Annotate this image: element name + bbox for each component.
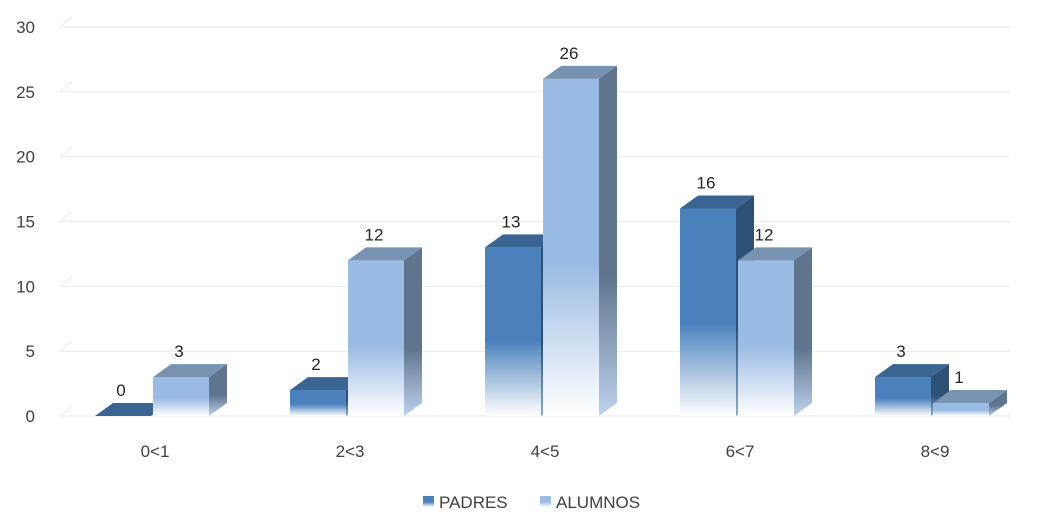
bar-top <box>543 65 617 79</box>
bar-top <box>153 364 227 378</box>
bar-side <box>404 247 422 416</box>
bar-top <box>875 364 949 378</box>
data-label: 16 <box>697 174 716 193</box>
gridline-depth <box>59 81 73 93</box>
y-tick-label: 0 <box>26 407 35 426</box>
y-tick-label: 30 <box>16 18 35 37</box>
legend-label: PADRES <box>439 493 508 512</box>
x-tick-label: 2<3 <box>336 442 365 461</box>
bar-top <box>680 195 754 209</box>
bar-front <box>875 377 931 416</box>
bar-top <box>933 390 1007 404</box>
bar-top <box>485 234 559 248</box>
x-tick-label: 4<5 <box>531 442 560 461</box>
bar-padres-1 <box>290 377 364 416</box>
gridline-depth <box>59 275 73 287</box>
bar-side <box>989 390 1007 416</box>
bar-front <box>153 377 209 416</box>
y-tick-label: 15 <box>16 213 35 232</box>
bar-front <box>348 260 404 416</box>
bar-top <box>95 403 169 416</box>
bars <box>95 65 1007 416</box>
legend-label: ALUMNOS <box>556 493 640 512</box>
bar-padres-0 <box>95 403 169 416</box>
data-label: 2 <box>311 355 320 374</box>
bar-padres-3 <box>680 195 754 416</box>
bar-front <box>933 403 989 416</box>
legend-item-alumnos: ALUMNOS <box>540 493 640 512</box>
gridline-depth <box>59 340 73 352</box>
x-tick-label: 6<7 <box>726 442 755 461</box>
gridline-depth <box>59 16 73 28</box>
bar-front <box>485 247 541 416</box>
legend: PADRES ALUMNOS <box>423 493 640 512</box>
data-label: 1 <box>954 368 963 387</box>
y-tick-label: 10 <box>16 277 35 296</box>
data-label: 12 <box>755 225 774 244</box>
bar-top <box>290 377 364 391</box>
bar-front <box>738 260 794 416</box>
legend-swatch-top <box>423 496 434 502</box>
x-axis: 0<1 2<3 4<5 6<7 8<9 <box>141 442 950 461</box>
y-axis: 0 5 10 15 20 25 30 <box>16 18 35 426</box>
x-tick-label: 8<9 <box>921 442 950 461</box>
gridline-depth <box>59 146 73 158</box>
data-label: 13 <box>502 212 521 231</box>
bar-side <box>209 364 227 416</box>
gridline-depth <box>59 405 73 417</box>
y-tick-label: 20 <box>16 148 35 167</box>
bar-alumnos-0 <box>153 364 227 416</box>
bar-padres-4 <box>875 364 949 416</box>
bar-top <box>348 247 422 261</box>
bar-front <box>290 390 346 416</box>
data-label: 26 <box>560 44 579 63</box>
data-labels: 0 3 2 12 13 26 16 12 3 1 <box>116 44 963 400</box>
bar-top <box>738 247 812 261</box>
bar-side <box>794 247 812 416</box>
data-label: 0 <box>116 381 125 400</box>
bar-front <box>543 78 599 416</box>
bar-alumnos-4 <box>933 390 1007 416</box>
bar-front <box>680 208 736 416</box>
legend-item-padres: PADRES <box>423 493 508 512</box>
y-tick-label: 5 <box>26 342 35 361</box>
y-tick-label: 25 <box>16 83 35 102</box>
gridline-depth <box>59 211 73 222</box>
data-label: 3 <box>174 342 183 361</box>
bar-alumnos-1 <box>348 247 422 416</box>
legend-swatch-top <box>540 496 551 502</box>
data-label: 12 <box>365 225 384 244</box>
bar-alumnos-2 <box>543 65 617 416</box>
bar-side <box>599 65 617 416</box>
data-label: 3 <box>896 342 905 361</box>
x-tick-label: 0<1 <box>141 442 170 461</box>
bar-alumnos-3 <box>738 247 812 416</box>
